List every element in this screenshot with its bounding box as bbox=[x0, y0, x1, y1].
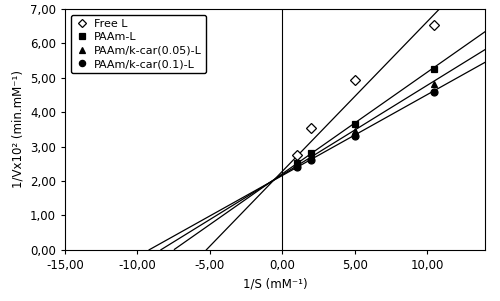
PAAm/k-car(0.05)-L bbox=[352, 129, 358, 133]
PAAm/k-car(0.05)-L bbox=[308, 154, 314, 158]
Legend: Free L, PAAm-L, PAAm/k-car(0.05)-L, PAAm/k-car(0.1)-L: Free L, PAAm-L, PAAm/k-car(0.05)-L, PAAm… bbox=[70, 14, 206, 73]
PAAm/k-car(0.05)-L bbox=[432, 82, 438, 86]
Free L bbox=[308, 126, 314, 129]
PAAm/k-car(0.1)-L bbox=[432, 90, 438, 93]
Line: PAAm/k-car(0.1)-L: PAAm/k-car(0.1)-L bbox=[294, 88, 438, 171]
PAAm-L bbox=[294, 161, 300, 165]
PAAm/k-car(0.1)-L bbox=[308, 158, 314, 162]
PAAm-L bbox=[352, 123, 358, 126]
PAAm/k-car(0.1)-L bbox=[352, 135, 358, 138]
Free L bbox=[352, 78, 358, 81]
Y-axis label: 1/Vx10² (min.mM⁻¹): 1/Vx10² (min.mM⁻¹) bbox=[12, 70, 24, 188]
Line: PAAm-L: PAAm-L bbox=[294, 66, 438, 167]
Line: Free L: Free L bbox=[294, 21, 438, 159]
PAAm/k-car(0.1)-L bbox=[294, 166, 300, 169]
PAAm-L bbox=[308, 151, 314, 155]
Line: PAAm/k-car(0.05)-L: PAAm/k-car(0.05)-L bbox=[294, 81, 438, 169]
Free L bbox=[432, 23, 438, 26]
PAAm-L bbox=[432, 67, 438, 71]
Free L bbox=[294, 154, 300, 157]
X-axis label: 1/S (mM⁻¹): 1/S (mM⁻¹) bbox=[242, 278, 308, 290]
PAAm/k-car(0.05)-L bbox=[294, 164, 300, 167]
